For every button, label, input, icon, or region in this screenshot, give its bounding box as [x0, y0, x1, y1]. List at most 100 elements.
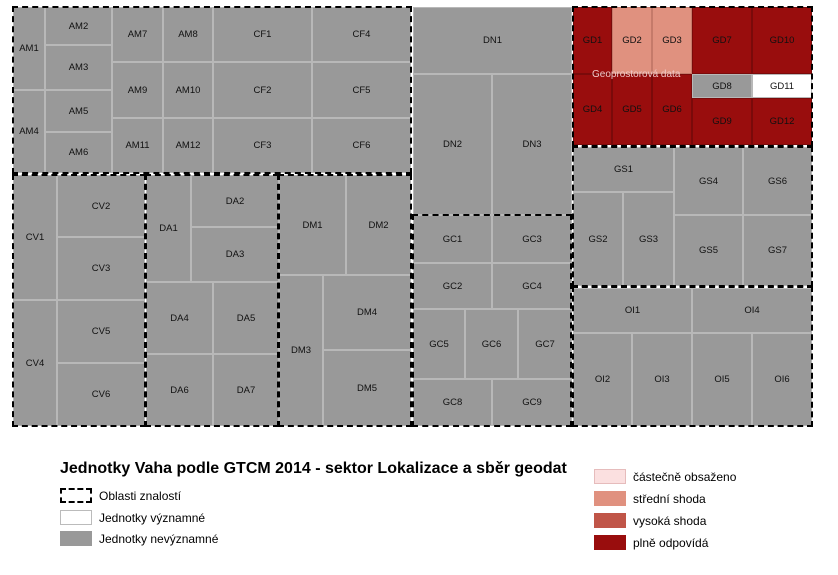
unit-label: DM1	[302, 219, 323, 231]
unit-cell-cv2: CV2	[57, 175, 145, 237]
unit-label: DA5	[236, 312, 256, 324]
unit-cell-cv4: CV4	[13, 300, 57, 426]
unit-cell-gd8: GD8	[692, 74, 752, 98]
unit-label: AM11	[125, 140, 150, 151]
unit-cell-gd9: GD9	[692, 98, 752, 145]
unit-cell-gs1: GS1	[573, 147, 674, 192]
unit-cell-am12: AM12	[163, 118, 213, 173]
unit-label: OI5	[714, 374, 730, 385]
unit-cell-da6: DA6	[146, 354, 213, 426]
legend-item-knowledge-areas: Oblasti znalostí	[60, 488, 181, 503]
legend-label: plně odpovídá	[633, 535, 709, 550]
unit-label: GC5	[429, 338, 449, 350]
unit-cell-oi1: OI1	[573, 288, 692, 333]
unit-cell-gd3: GD3	[652, 7, 692, 74]
unit-cell-gd6: GD6	[652, 74, 692, 145]
unit-label: CF1	[253, 29, 272, 40]
unit-label: DM2	[368, 219, 389, 231]
unit-label: DA7	[236, 384, 256, 396]
unit-label: DN2	[442, 139, 462, 150]
unit-label: CF5	[352, 84, 371, 96]
unit-label: DN3	[522, 139, 542, 150]
unit-label: OI1	[624, 305, 641, 316]
unit-label: DN1	[482, 35, 502, 46]
unit-label: GS2	[588, 233, 608, 245]
unit-cell-cf2: CF2	[213, 62, 312, 118]
unit-cell-gs7: GS7	[743, 215, 812, 286]
unit-cell-gs2: GS2	[573, 192, 623, 286]
unit-cell-gd2: GD2	[612, 7, 652, 74]
legend-item-high-match: vysoká shoda	[594, 513, 706, 528]
unit-cell-gc7: GC7	[518, 309, 572, 379]
unit-cell-am6: AM6	[45, 132, 112, 173]
unit-label: GS7	[767, 245, 787, 256]
unit-cell-dm4: DM4	[323, 275, 411, 350]
legend-swatch-partially-contained	[594, 469, 626, 484]
unit-label: GD8	[712, 80, 732, 92]
unit-label: CF4	[352, 29, 371, 40]
unit-cell-dn1: DN1	[413, 7, 572, 74]
unit-label: GD10	[769, 35, 795, 46]
unit-label: CV3	[91, 263, 111, 274]
unit-cell-cf1: CF1	[213, 7, 312, 62]
unit-cell-gd7: GD7	[692, 7, 752, 74]
legend-item-full-match: plně odpovídá	[594, 535, 708, 550]
unit-cell-cf4: CF4	[312, 7, 411, 62]
unit-cell-gc8: GC8	[413, 379, 492, 426]
legend-label: částečně obsaženo	[633, 469, 737, 484]
unit-cell-da7: DA7	[213, 354, 279, 426]
unit-label: DM5	[356, 382, 378, 394]
legend-label: Jednotky nevýznamné	[99, 531, 219, 546]
unit-cell-gd10: GD10	[752, 7, 812, 74]
unit-cell-gc1: GC1	[413, 215, 492, 263]
unit-cell-gc5: GC5	[413, 309, 465, 379]
unit-cell-cf5: CF5	[312, 62, 411, 118]
unit-label: GD3	[662, 35, 682, 46]
unit-cell-dm5: DM5	[323, 350, 411, 426]
legend-swatch-high-match	[594, 513, 626, 528]
legend-label: Oblasti znalostí	[99, 488, 182, 503]
unit-label: CV6	[91, 389, 111, 400]
unit-cell-gd11: GD11	[752, 74, 812, 98]
unit-cell-am11: AM11	[112, 118, 163, 173]
unit-cell-gs4: GS4	[674, 147, 743, 215]
unit-label: GD4	[582, 104, 603, 115]
unit-label: CF6	[352, 140, 371, 151]
unit-label: GS1	[613, 164, 633, 175]
unit-cell-dn2: DN2	[413, 74, 492, 215]
unit-label: DA4	[170, 312, 189, 324]
unit-label: DM4	[356, 307, 378, 318]
unit-label: AM2	[68, 20, 89, 32]
unit-label: AM8	[178, 29, 198, 40]
unit-label: AM1	[19, 43, 39, 54]
unit-cell-am5: AM5	[45, 90, 112, 132]
unit-cell-gs3: GS3	[623, 192, 674, 286]
legend-label: Jednotky významné	[99, 510, 206, 525]
unit-label: AM4	[19, 126, 39, 137]
unit-label: GC9	[522, 397, 542, 408]
unit-cell-cv1: CV1	[13, 175, 57, 300]
unit-label: AM3	[68, 62, 89, 73]
unit-cell-am8: AM8	[163, 7, 213, 62]
unit-cell-oi6: OI6	[752, 333, 812, 426]
unit-cell-da1: DA1	[146, 175, 191, 282]
unit-cell-am9: AM9	[112, 62, 163, 118]
unit-cell-am4: AM4	[13, 90, 45, 173]
unit-label: GC7	[535, 338, 555, 350]
unit-label: GS6	[767, 175, 787, 187]
unit-cell-oi3: OI3	[632, 333, 692, 426]
unit-label: AM7	[127, 29, 148, 40]
unit-label: CV1	[25, 232, 45, 243]
unit-label: GC6	[481, 338, 502, 350]
treemap: AM1 AM2 AM3 AM4 AM5 AM6 AM7 AM8 AM9 AM10 AM11 AM12 C…	[12, 6, 813, 427]
legend-title: Jednotky Vaha podle GTCM 2014 - sektor L…	[60, 460, 567, 477]
unit-cell-da3: DA3	[191, 227, 279, 282]
unit-cell-cf3: CF3	[213, 118, 312, 173]
unit-label: CV4	[25, 357, 45, 369]
unit-cell-dm2: DM2	[346, 175, 411, 275]
unit-label: DA6	[170, 384, 189, 396]
unit-cell-gc2: GC2	[413, 263, 492, 309]
unit-label: GC2	[442, 280, 463, 292]
legend-label: střední shoda	[633, 491, 706, 506]
unit-cell-gc9: GC9	[492, 379, 572, 426]
